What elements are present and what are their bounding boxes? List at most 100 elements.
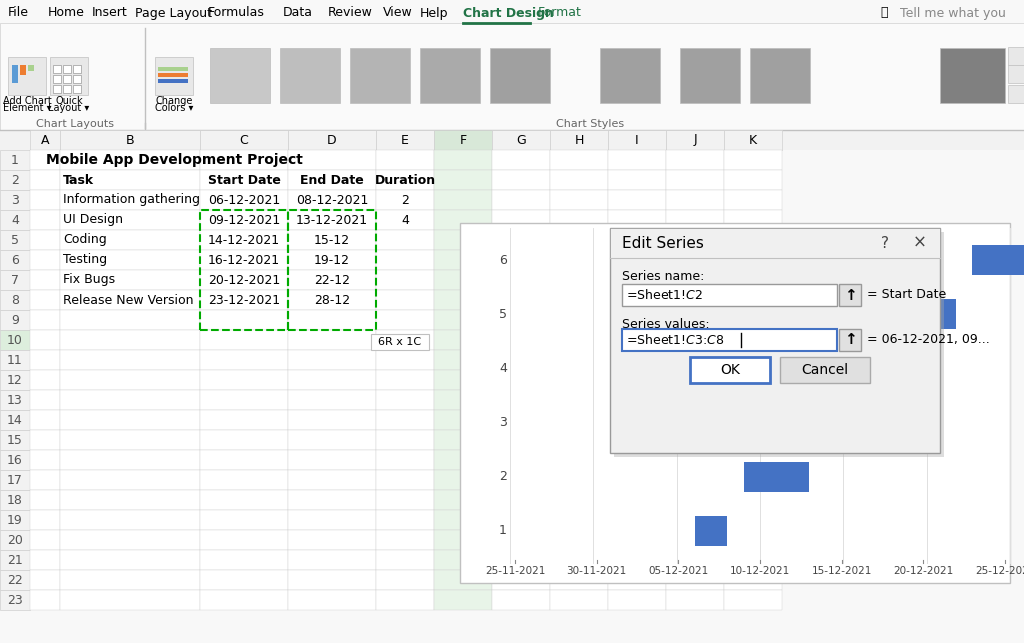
Bar — [376, 390, 434, 410]
Bar — [550, 130, 608, 150]
Bar — [288, 250, 376, 270]
Bar — [608, 210, 666, 230]
Text: 30-11-2021: 30-11-2021 — [566, 566, 627, 576]
Text: 09-12-2021: 09-12-2021 — [208, 213, 281, 226]
Text: Help: Help — [420, 6, 449, 19]
Bar — [53, 65, 61, 73]
Bar — [724, 370, 782, 390]
Bar — [434, 310, 492, 330]
Bar — [73, 85, 81, 93]
Bar — [0, 430, 30, 450]
Bar — [434, 210, 492, 230]
Text: 5: 5 — [11, 233, 19, 246]
Bar — [690, 357, 770, 383]
Bar — [200, 170, 288, 190]
Bar — [73, 65, 81, 73]
Text: 5: 5 — [499, 308, 507, 321]
Bar — [50, 57, 88, 95]
Bar — [371, 334, 429, 350]
Bar — [550, 570, 608, 590]
Bar — [434, 490, 492, 510]
Bar — [30, 590, 60, 610]
Bar — [376, 250, 434, 270]
Bar — [53, 85, 61, 93]
Bar — [200, 190, 288, 210]
Bar — [666, 390, 724, 410]
Bar — [30, 230, 60, 250]
Bar — [200, 350, 288, 370]
Bar — [724, 510, 782, 530]
Bar — [610, 228, 940, 258]
Text: 2: 2 — [401, 194, 409, 206]
Text: Edit Series: Edit Series — [622, 235, 703, 251]
Bar — [60, 190, 200, 210]
Bar — [666, 430, 724, 450]
Bar — [60, 390, 200, 410]
Bar — [973, 245, 1024, 275]
Text: Page Layout: Page Layout — [135, 6, 212, 19]
Bar — [434, 390, 492, 410]
Bar — [434, 230, 492, 250]
Bar — [492, 410, 550, 430]
Bar — [376, 530, 434, 550]
Bar — [0, 410, 30, 430]
Bar — [0, 470, 30, 490]
Bar — [200, 310, 288, 330]
Bar — [288, 550, 376, 570]
Bar — [724, 250, 782, 270]
Bar — [376, 290, 434, 310]
Bar — [376, 130, 434, 150]
Bar — [492, 190, 550, 210]
Bar — [750, 48, 810, 103]
Bar — [60, 490, 200, 510]
Bar — [60, 370, 200, 390]
Bar — [666, 170, 724, 190]
Text: 4: 4 — [11, 213, 18, 226]
Bar — [288, 470, 376, 490]
Text: 23: 23 — [7, 593, 23, 606]
Text: 9: 9 — [11, 314, 18, 327]
Bar — [839, 329, 861, 351]
Bar — [550, 310, 608, 330]
Bar — [492, 130, 550, 150]
Bar — [200, 330, 288, 350]
Bar — [288, 310, 376, 330]
Bar — [666, 350, 724, 370]
Text: 7: 7 — [11, 273, 19, 287]
Bar — [0, 390, 30, 410]
Bar — [434, 550, 492, 570]
Bar — [666, 150, 724, 170]
Bar — [376, 310, 434, 330]
Bar — [608, 430, 666, 450]
Bar — [376, 430, 434, 450]
Bar — [60, 210, 200, 230]
Bar — [724, 430, 782, 450]
Text: Duration: Duration — [375, 174, 435, 186]
Bar — [434, 250, 492, 270]
Bar — [434, 190, 492, 210]
Bar — [288, 530, 376, 550]
Bar — [288, 230, 376, 250]
Bar — [666, 310, 724, 330]
Bar — [608, 450, 666, 470]
Text: ×: × — [913, 234, 927, 252]
Bar — [0, 0, 1024, 25]
Bar — [20, 65, 26, 75]
Text: 13: 13 — [7, 394, 23, 406]
Text: ?: ? — [881, 235, 889, 251]
Bar — [622, 284, 837, 306]
Text: =Sheet1!$C$3:$C$8: =Sheet1!$C$3:$C$8 — [626, 333, 724, 347]
Bar — [608, 170, 666, 190]
Text: Change: Change — [156, 96, 193, 106]
Bar — [376, 450, 434, 470]
Bar — [200, 570, 288, 590]
Bar — [492, 390, 550, 410]
Bar — [200, 210, 288, 330]
Bar — [434, 270, 492, 290]
Text: Chart Styles: Chart Styles — [556, 119, 624, 129]
Bar — [200, 530, 288, 550]
Bar — [492, 510, 550, 530]
Bar — [550, 430, 608, 450]
Bar — [550, 270, 608, 290]
Bar — [0, 290, 30, 310]
